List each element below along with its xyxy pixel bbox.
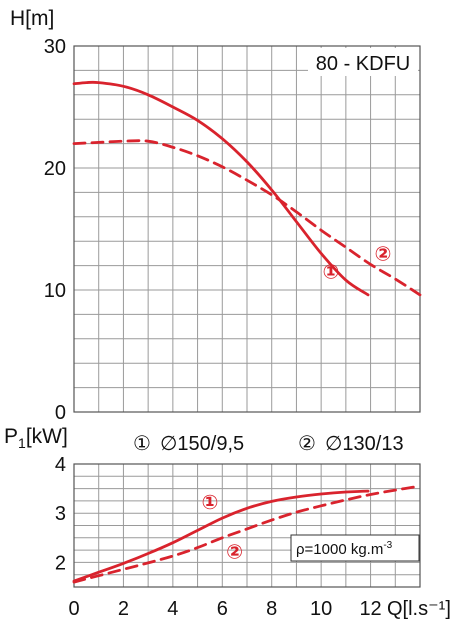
density-annotation-box	[290, 534, 420, 562]
power-chart-grid	[74, 464, 420, 587]
head-chart-series	[72, 80, 422, 297]
head-axis-label: H[m]	[10, 7, 54, 30]
x-tick-label: 6	[217, 598, 228, 619]
power-chart: ①② P1[kW] 234 0 2 4 6 8 10 12 ρ=1000 kg.m-3 Q[…	[4, 425, 451, 619]
y-tick-label: 2	[55, 552, 66, 574]
series-label-2: ②	[374, 241, 391, 265]
density-annotation-text: ρ=1000 kg.m	[296, 541, 383, 558]
power-axis-label-unit: [kW]	[26, 425, 68, 448]
power-axis-label-main: P	[4, 425, 18, 448]
power-axis-label-sub: 1	[18, 435, 26, 451]
x-tick-label: 8	[266, 598, 277, 619]
series-line-1	[72, 80, 370, 297]
flow-x-ticks: 0 2 4 6 8 10 12	[68, 598, 381, 619]
series-label-1: ①	[201, 490, 218, 514]
power-axis-label: P1[kW]	[4, 425, 68, 451]
legend-symbol-2: ②	[298, 433, 316, 455]
x-tick-label: 0	[68, 598, 79, 619]
power-chart-frame	[73, 463, 421, 588]
legend-label-1: ∅150/9,5	[160, 433, 244, 455]
head-chart-title-box	[308, 48, 418, 76]
density-annotation: ρ=1000 kg.m-3	[296, 540, 393, 558]
legend-label-2: ∅130/13	[325, 433, 404, 455]
x-tick-label: 2	[118, 598, 129, 619]
flow-axis-label: Q[l.s⁻¹]	[387, 598, 451, 619]
y-tick-label: 20	[44, 158, 66, 180]
density-annotation-exponent: -3	[383, 540, 392, 551]
y-tick-label: 0	[55, 402, 66, 424]
head-chart-grid	[74, 46, 420, 412]
power-chart-series-labels: ①②	[201, 490, 243, 564]
power-chart-series	[72, 484, 422, 584]
head-chart-series-labels: ①②	[323, 241, 392, 283]
legend: ① ∅150/9,5 ② ∅130/13	[133, 433, 404, 455]
series-line-2	[72, 139, 422, 297]
y-tick-label: 3	[55, 503, 66, 525]
legend-symbol-1: ①	[133, 433, 151, 455]
x-tick-label: 10	[310, 598, 332, 619]
power-y-ticks: 2 3 4	[55, 454, 66, 574]
series-line-2	[72, 484, 422, 584]
head-chart-title: 80 - KDFU	[316, 53, 410, 75]
series-label-1: ①	[323, 260, 340, 284]
head-chart-frame	[73, 45, 421, 413]
y-tick-label: 30	[44, 36, 66, 58]
y-tick-label: 10	[44, 280, 66, 302]
x-tick-label: 4	[167, 598, 178, 619]
x-tick-label: 12	[359, 598, 381, 619]
series-line-1	[72, 489, 370, 583]
series-label-2: ②	[226, 540, 243, 564]
head-y-ticks: 0 10 20 30	[44, 36, 66, 424]
y-tick-label: 4	[55, 454, 66, 476]
